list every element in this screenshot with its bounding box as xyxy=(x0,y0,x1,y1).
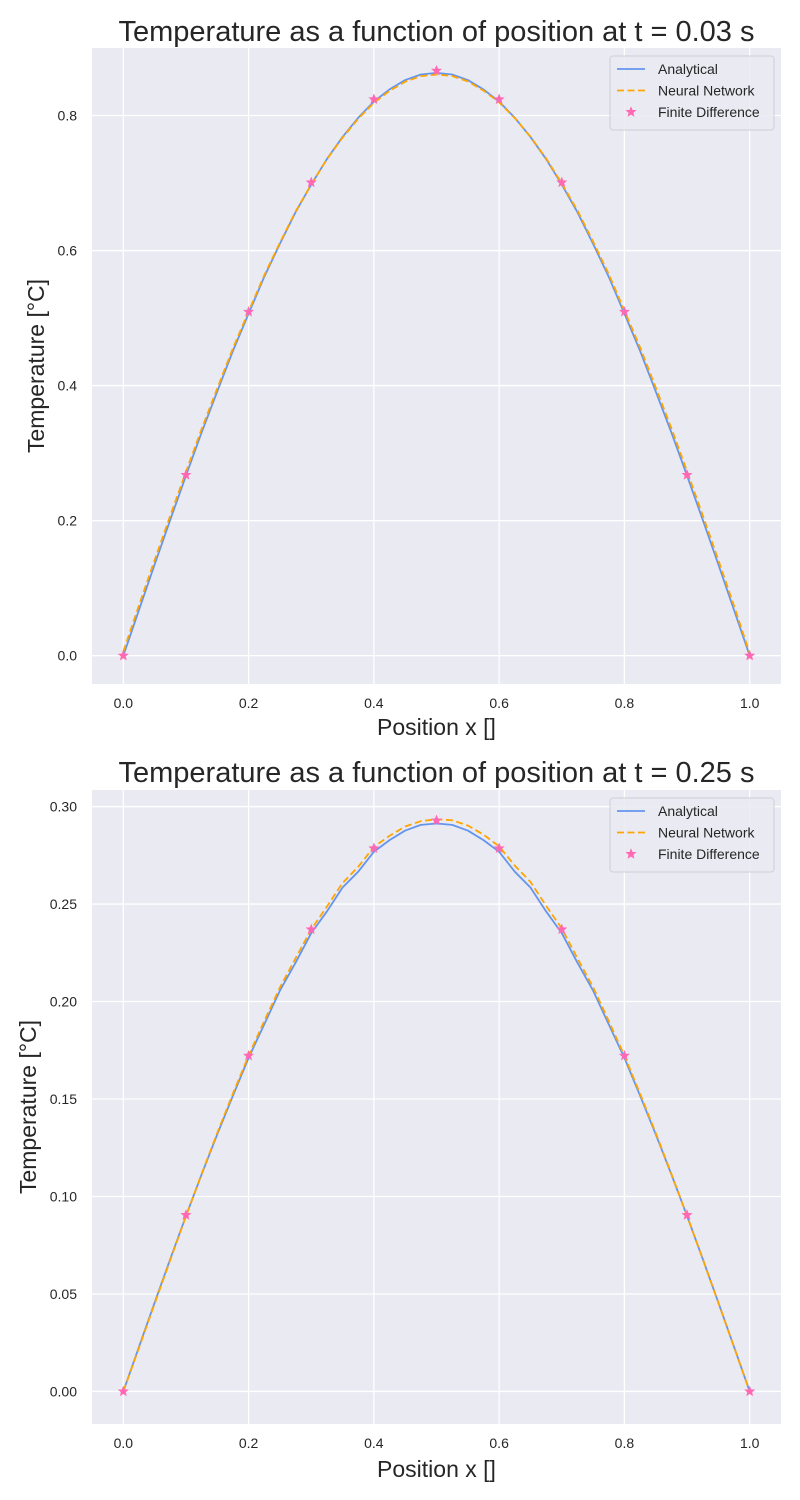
x-tick-label: 0.6 xyxy=(489,695,509,711)
finite-difference-point xyxy=(493,842,505,853)
y-tick-label: 0.30 xyxy=(50,799,77,815)
y-tick-label: 0.05 xyxy=(50,1286,77,1302)
x-tick-label: 0.2 xyxy=(239,1435,259,1451)
y-tick-label: 0.0 xyxy=(58,648,78,664)
legend-label: Analytical xyxy=(658,803,718,819)
finite-difference-point xyxy=(618,306,630,317)
neural-network-line xyxy=(122,73,751,654)
y-tick-label: 0.6 xyxy=(58,243,78,259)
finite-difference-point xyxy=(180,469,192,480)
legend-label: Finite Difference xyxy=(658,846,760,862)
finite-difference-point xyxy=(681,469,693,480)
x-tick-label: 0.8 xyxy=(615,1435,635,1451)
y-tick-label: 0.10 xyxy=(50,1188,77,1204)
x-tick-label: 1.0 xyxy=(740,695,760,711)
finite-difference-point xyxy=(493,93,505,105)
plot-area-2 xyxy=(92,790,781,1424)
finite-difference-point xyxy=(368,93,380,105)
y-tick-label: 0.4 xyxy=(58,378,78,394)
legend-box xyxy=(609,55,775,131)
y-tick-label: 0.15 xyxy=(50,1091,77,1107)
chart-1: 0.0 0.2 0.4 0.6 0.8 1.0 0.0 0.2 0.4 0.6 0.8 Tempera… xyxy=(23,16,781,740)
legend-label: Analytical xyxy=(658,61,718,77)
finite-difference-point xyxy=(117,649,129,661)
finite-difference-point xyxy=(243,306,255,317)
plot-area-1 xyxy=(92,48,781,684)
y-tick-label: 0.8 xyxy=(58,108,78,124)
y-tick-label: 0.2 xyxy=(58,513,78,529)
legend-box xyxy=(609,797,775,873)
finite-difference-point xyxy=(744,649,756,661)
chart-2: 0.0 0.2 0.4 0.6 0.8 1.0 0.00 0.05 0.10 0.15 0.20 0.… xyxy=(15,757,781,1482)
x-tick-label: 1.0 xyxy=(740,1435,760,1451)
x-axis-label: Position x [] xyxy=(377,1456,496,1482)
finite-difference-point xyxy=(305,923,317,935)
finite-difference-point xyxy=(744,1385,756,1397)
finite-difference-point xyxy=(430,64,443,76)
legend-label: Neural Network xyxy=(658,825,755,841)
y-tick-label: 0.25 xyxy=(50,896,77,912)
chart-title: Temperature as a function of position at… xyxy=(119,16,755,48)
finite-difference-point xyxy=(243,1049,255,1061)
legend: Analytical Neural Network Finite Differenc… xyxy=(609,797,775,873)
finite-difference-point xyxy=(180,1209,192,1220)
legend-marker-finite-difference xyxy=(625,106,637,117)
x-tick-label: 0.2 xyxy=(239,695,259,711)
y-axis-label: Temperature [°C] xyxy=(23,279,49,453)
finite-difference-point xyxy=(618,1049,630,1061)
y-tick-label: 0.20 xyxy=(50,994,77,1010)
x-tick-label: 0.6 xyxy=(489,1435,509,1451)
x-tick-label: 0.0 xyxy=(114,1435,134,1451)
legend: Analytical Neural Network Finite Differenc… xyxy=(609,55,775,131)
x-tick-label: 0.4 xyxy=(364,1435,384,1451)
x-tick-label: 0.0 xyxy=(114,695,134,711)
finite-difference-point xyxy=(117,1385,129,1397)
finite-difference-point xyxy=(556,176,568,188)
finite-difference-point xyxy=(368,842,380,853)
legend-label: Neural Network xyxy=(658,83,755,99)
x-tick-label: 0.4 xyxy=(364,695,384,711)
finite-difference-point xyxy=(430,814,443,826)
finite-difference-point xyxy=(681,1209,693,1220)
finite-difference-point xyxy=(305,176,317,188)
legend-marker-finite-difference xyxy=(625,848,637,859)
x-tick-label: 0.8 xyxy=(615,695,635,711)
legend-label: Finite Difference xyxy=(658,104,760,120)
y-axis-label: Temperature [°C] xyxy=(15,1020,41,1194)
chart-title: Temperature as a function of position at… xyxy=(119,757,755,789)
y-tick-label: 0.00 xyxy=(50,1383,77,1399)
x-axis-label: Position x [] xyxy=(377,714,496,740)
finite-difference-point xyxy=(556,923,568,935)
